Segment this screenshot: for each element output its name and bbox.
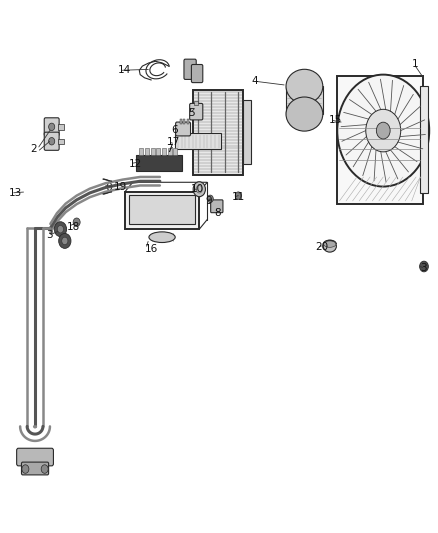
Text: 11: 11	[232, 192, 245, 202]
Text: 6: 6	[171, 125, 177, 135]
FancyBboxPatch shape	[191, 64, 203, 83]
Text: 12: 12	[129, 159, 142, 168]
FancyBboxPatch shape	[129, 195, 195, 224]
Circle shape	[235, 192, 241, 199]
Bar	[151, 148, 155, 155]
FancyBboxPatch shape	[44, 132, 59, 150]
Bar	[194, 101, 198, 105]
Bar	[58, 139, 64, 144]
Text: 19: 19	[114, 182, 127, 191]
FancyBboxPatch shape	[176, 122, 191, 136]
FancyBboxPatch shape	[175, 133, 221, 149]
Text: 18: 18	[67, 222, 80, 231]
Text: 14: 14	[118, 66, 131, 75]
Ellipse shape	[324, 241, 336, 247]
Text: 3: 3	[420, 263, 427, 272]
Text: 7: 7	[166, 144, 173, 154]
Circle shape	[376, 122, 390, 139]
Text: 5: 5	[188, 108, 195, 118]
Circle shape	[57, 225, 64, 233]
FancyBboxPatch shape	[243, 100, 251, 164]
Text: 3: 3	[46, 230, 53, 239]
Text: 4: 4	[252, 76, 258, 86]
Circle shape	[193, 182, 205, 197]
Bar	[173, 148, 177, 155]
Text: 1: 1	[412, 59, 418, 69]
Text: 2: 2	[31, 144, 37, 154]
Circle shape	[73, 218, 80, 227]
FancyBboxPatch shape	[190, 103, 203, 120]
Circle shape	[41, 465, 48, 473]
Circle shape	[59, 233, 71, 248]
Text: 9: 9	[205, 197, 212, 206]
Bar	[168, 148, 172, 155]
Bar	[139, 148, 143, 155]
FancyBboxPatch shape	[211, 200, 223, 213]
Circle shape	[337, 75, 429, 187]
Circle shape	[420, 261, 428, 272]
Bar	[58, 124, 64, 130]
Bar	[162, 148, 166, 155]
Ellipse shape	[286, 69, 323, 103]
Bar	[145, 148, 149, 155]
Ellipse shape	[286, 97, 323, 131]
Circle shape	[366, 109, 401, 152]
FancyBboxPatch shape	[420, 86, 428, 193]
Bar	[183, 119, 185, 124]
FancyBboxPatch shape	[21, 462, 49, 475]
FancyBboxPatch shape	[193, 90, 243, 175]
FancyBboxPatch shape	[184, 59, 196, 79]
Ellipse shape	[323, 240, 336, 252]
Circle shape	[207, 195, 213, 203]
Circle shape	[62, 237, 68, 245]
Text: 15: 15	[328, 115, 342, 125]
Circle shape	[49, 138, 55, 145]
Circle shape	[54, 222, 67, 237]
Circle shape	[22, 465, 29, 473]
Bar	[187, 119, 189, 124]
Bar	[180, 119, 182, 124]
Text: 10: 10	[191, 184, 204, 194]
Text: 13: 13	[9, 188, 22, 198]
Circle shape	[49, 123, 55, 131]
Ellipse shape	[149, 232, 175, 243]
FancyBboxPatch shape	[286, 86, 323, 114]
FancyBboxPatch shape	[17, 448, 53, 466]
Text: 20: 20	[315, 243, 328, 252]
FancyBboxPatch shape	[136, 155, 182, 171]
Text: 8: 8	[215, 208, 221, 218]
Text: 17: 17	[166, 137, 180, 147]
Text: 16: 16	[145, 244, 158, 254]
Bar	[156, 148, 160, 155]
FancyBboxPatch shape	[44, 118, 59, 136]
FancyBboxPatch shape	[125, 192, 199, 229]
FancyBboxPatch shape	[337, 76, 423, 204]
